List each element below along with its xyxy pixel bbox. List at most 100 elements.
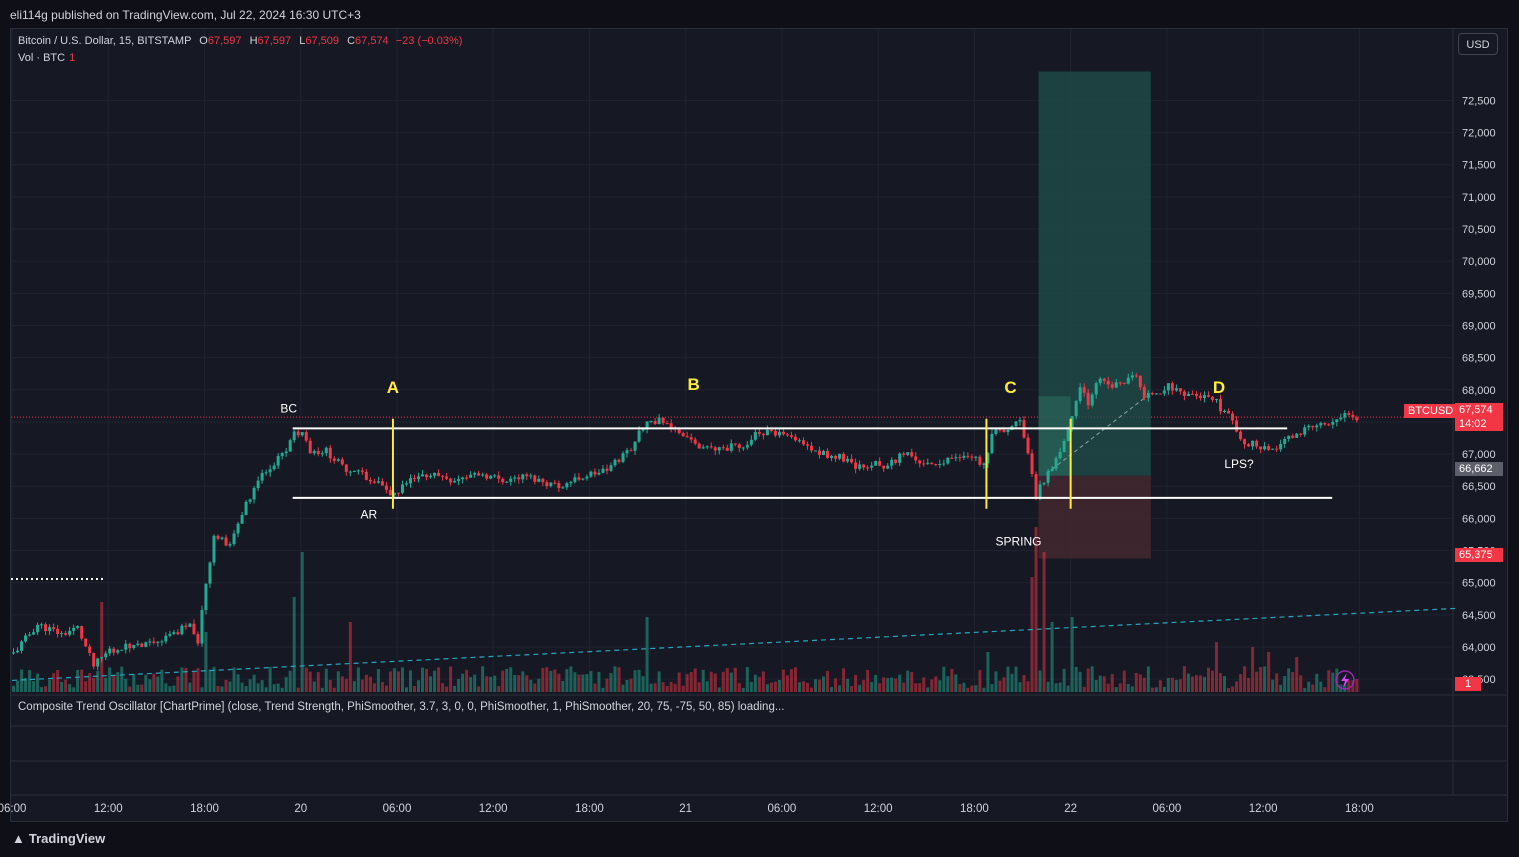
oscillator-legend[interactable]: Composite Trend Oscillator [ChartPrime] …: [18, 701, 785, 713]
candle-body: [124, 643, 128, 650]
volume-legend[interactable]: Vol · BTC 1: [18, 52, 75, 64]
volume-bar: [1223, 676, 1227, 692]
tradingview-brand[interactable]: ▲ TradingView: [12, 831, 105, 846]
candle-body: [753, 431, 757, 440]
volume-bar: [982, 687, 986, 692]
candle-body: [1339, 417, 1343, 420]
stop-price-tag: 65,375: [1455, 548, 1503, 562]
candle-body: [216, 535, 220, 539]
candle-body: [120, 649, 124, 651]
candle-body: [649, 420, 653, 422]
annotation-ar: AR: [361, 507, 378, 521]
volume-bar: [846, 678, 850, 692]
candle-body: [781, 431, 785, 435]
candle-body: [1182, 391, 1186, 396]
candle-body: [1331, 421, 1335, 425]
volume-bar: [761, 671, 765, 692]
candle-body: [264, 472, 268, 474]
volume-bar: [697, 682, 701, 692]
candle-body: [569, 481, 573, 484]
candle-body: [862, 464, 866, 468]
candle-body: [593, 471, 597, 475]
candle-body: [1194, 393, 1198, 396]
symbol-legend[interactable]: Bitcoin / U.S. Dollar, 15, BITSTAMP O67,…: [18, 35, 462, 47]
candle-body: [1215, 399, 1218, 401]
candle-body: [449, 478, 453, 483]
ascending-trendline: [11, 607, 1456, 682]
volume-bar: [1227, 687, 1231, 692]
currency-button[interactable]: USD: [1458, 33, 1498, 55]
candle-body: [228, 544, 232, 546]
candle-body: [288, 440, 292, 452]
candle-body: [1042, 482, 1046, 485]
candle-body: [1014, 421, 1018, 427]
candle-body: [573, 477, 577, 482]
volume-bar: [629, 678, 633, 692]
volume-bar: [1215, 642, 1218, 692]
volume-bar: [244, 686, 248, 692]
volume-bar: [184, 667, 188, 692]
volume-bar: [669, 681, 673, 692]
volume-bar: [922, 677, 926, 692]
volume-bar: [906, 670, 910, 692]
candle-body: [1046, 471, 1050, 483]
candle-body: [236, 523, 240, 534]
volume-bar: [1182, 666, 1186, 692]
candle-body: [733, 443, 737, 445]
x-tick-label: 22: [1064, 803, 1077, 815]
annotation-bc: BC: [280, 401, 297, 415]
volume-bar: [930, 679, 934, 692]
volume-bar: [605, 678, 609, 692]
x-tick-label: 18:00: [575, 803, 604, 815]
candle-body: [1058, 451, 1062, 459]
volume-bar: [1210, 670, 1214, 692]
volume-bar: [709, 671, 713, 692]
annotation-c: C: [1004, 378, 1016, 397]
volume-bar: [332, 687, 336, 692]
volume-bar: [152, 673, 156, 692]
candle-body: [785, 434, 789, 436]
volume-bar: [561, 680, 565, 692]
candle-body: [132, 644, 136, 649]
volume-bar: [469, 677, 473, 692]
volume-price-tag: 1: [1455, 677, 1481, 691]
candle-body: [721, 447, 725, 449]
volume-bar: [216, 685, 220, 692]
volume-bar: [753, 674, 757, 692]
volume-bar: [589, 671, 593, 692]
volume-bar: [384, 685, 388, 692]
volume-bar: [1243, 666, 1247, 692]
candle-body: [549, 482, 553, 487]
volume-label: Vol · BTC: [18, 52, 66, 64]
volume-bar: [1042, 552, 1046, 692]
volume-bar: [533, 683, 537, 692]
candle-body: [529, 475, 533, 477]
candle-body: [1170, 383, 1174, 391]
volume-bar: [1006, 666, 1010, 692]
candle-body: [521, 474, 525, 480]
candle-body: [256, 480, 260, 489]
candle-body: [1142, 387, 1146, 398]
candle-body: [80, 626, 84, 639]
candle-body: [268, 469, 272, 473]
volume-bar: [44, 686, 48, 692]
volume-bar: [537, 678, 541, 692]
candle-body: [922, 463, 926, 465]
candle-body: [196, 634, 200, 644]
volume-bar: [340, 676, 344, 692]
volume-bar: [737, 683, 741, 692]
x-tick-label: 06:00: [768, 803, 797, 815]
candle-body: [842, 453, 846, 462]
candle-body: [513, 477, 517, 479]
volume-bar: [1307, 681, 1311, 692]
y-axis: 63,50064,00064,50065,00065,50066,00066,5…: [1462, 95, 1496, 686]
volume-bar: [180, 667, 184, 692]
candle-body: [990, 433, 994, 454]
symbol-name: Bitcoin / U.S. Dollar, 15, BITSTAMP: [18, 35, 192, 47]
volume-bar: [1054, 683, 1058, 692]
candle-body: [1082, 387, 1086, 393]
candle-body: [641, 429, 645, 431]
candle-body: [1094, 383, 1098, 395]
volume-bar: [1018, 682, 1022, 692]
